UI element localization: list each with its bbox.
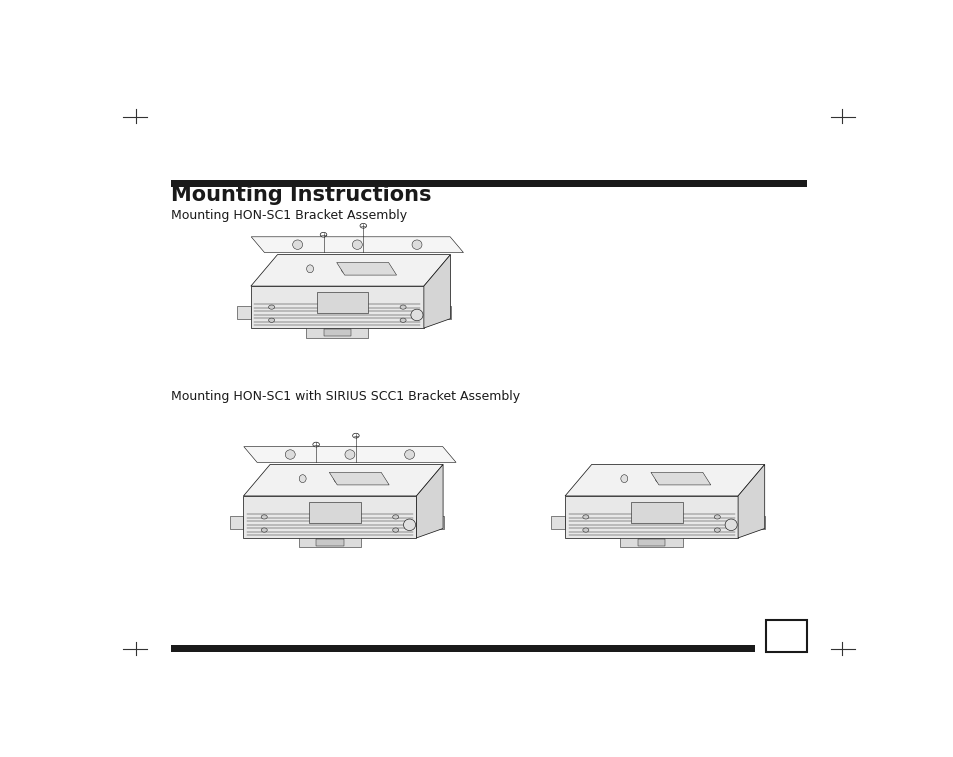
- Polygon shape: [244, 447, 456, 463]
- Bar: [619, 538, 682, 547]
- Ellipse shape: [714, 528, 720, 532]
- Polygon shape: [243, 465, 442, 496]
- Polygon shape: [738, 516, 764, 528]
- Ellipse shape: [367, 265, 374, 273]
- Ellipse shape: [352, 240, 362, 249]
- Ellipse shape: [393, 528, 398, 532]
- Text: Mounting HON-SC1 Bracket Assembly: Mounting HON-SC1 Bracket Assembly: [171, 209, 407, 222]
- Polygon shape: [416, 465, 442, 538]
- Ellipse shape: [306, 265, 314, 273]
- Ellipse shape: [359, 475, 366, 482]
- Ellipse shape: [269, 318, 274, 322]
- Ellipse shape: [412, 240, 421, 249]
- Bar: [315, 539, 343, 546]
- Bar: [171, 180, 806, 187]
- Polygon shape: [251, 254, 450, 286]
- Ellipse shape: [582, 515, 588, 519]
- Ellipse shape: [411, 309, 422, 321]
- Ellipse shape: [299, 475, 306, 482]
- Polygon shape: [230, 516, 243, 528]
- Bar: [637, 539, 665, 546]
- Bar: [765, 619, 806, 652]
- Ellipse shape: [261, 528, 267, 532]
- Polygon shape: [564, 496, 738, 538]
- Polygon shape: [551, 516, 564, 528]
- Ellipse shape: [285, 450, 294, 459]
- Ellipse shape: [393, 515, 398, 519]
- Polygon shape: [251, 237, 463, 253]
- Ellipse shape: [724, 519, 737, 531]
- Ellipse shape: [620, 475, 627, 482]
- Polygon shape: [336, 263, 396, 275]
- Ellipse shape: [313, 442, 319, 447]
- Ellipse shape: [345, 450, 355, 459]
- Polygon shape: [243, 496, 416, 538]
- Text: Mounting HON-SC1 with SIRIUS SCC1 Bracket Assembly: Mounting HON-SC1 with SIRIUS SCC1 Bracke…: [171, 390, 519, 403]
- Ellipse shape: [359, 223, 366, 228]
- Ellipse shape: [582, 528, 588, 532]
- Bar: [171, 645, 755, 652]
- Polygon shape: [564, 465, 764, 496]
- Ellipse shape: [404, 450, 415, 459]
- Ellipse shape: [655, 475, 661, 482]
- Ellipse shape: [714, 515, 720, 519]
- Ellipse shape: [334, 475, 340, 482]
- Ellipse shape: [403, 519, 416, 531]
- Bar: [323, 329, 351, 336]
- Polygon shape: [650, 472, 710, 485]
- Ellipse shape: [399, 318, 406, 322]
- Bar: [316, 292, 368, 313]
- Ellipse shape: [680, 475, 688, 482]
- Ellipse shape: [341, 265, 348, 273]
- Text: Mounting Instructions: Mounting Instructions: [171, 185, 431, 204]
- Bar: [630, 502, 682, 523]
- Polygon shape: [738, 465, 764, 538]
- Ellipse shape: [293, 240, 302, 249]
- Polygon shape: [416, 516, 443, 528]
- Polygon shape: [423, 254, 450, 328]
- Polygon shape: [236, 306, 251, 319]
- Bar: [306, 328, 368, 338]
- Bar: [309, 502, 361, 523]
- Bar: [298, 538, 361, 547]
- Ellipse shape: [353, 433, 359, 438]
- Ellipse shape: [399, 305, 406, 309]
- Ellipse shape: [269, 305, 274, 309]
- Ellipse shape: [320, 232, 327, 237]
- Polygon shape: [423, 306, 451, 319]
- Ellipse shape: [261, 515, 267, 519]
- Polygon shape: [329, 472, 389, 485]
- Polygon shape: [251, 286, 423, 328]
